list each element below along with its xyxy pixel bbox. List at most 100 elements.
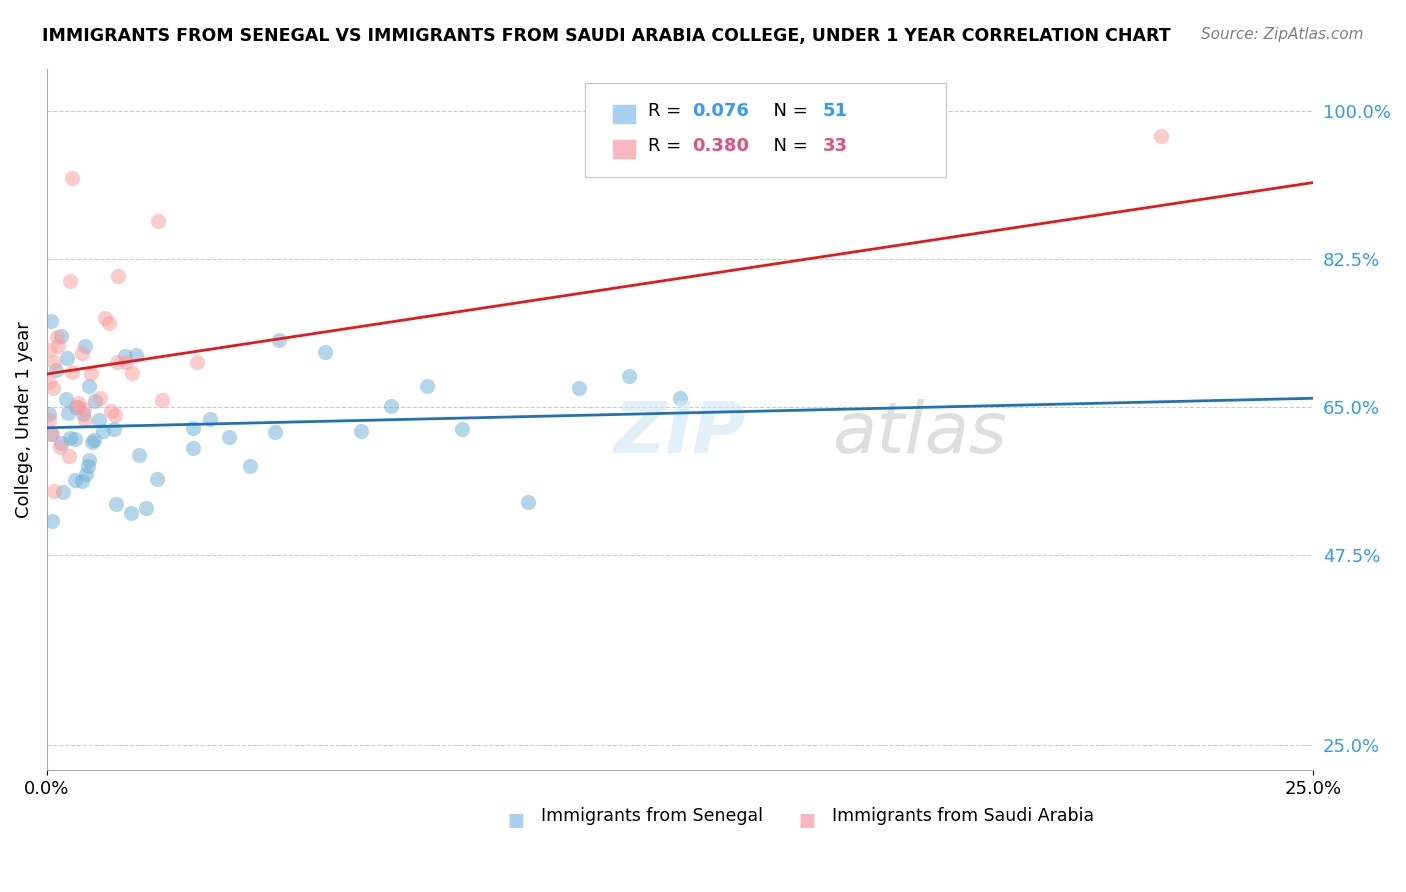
Point: [121, 367, 143, 381]
Point: [77, 452, 100, 467]
Point: [568, 381, 591, 395]
Point: [198, 411, 221, 425]
FancyBboxPatch shape: [613, 140, 636, 158]
Point: [238, 458, 260, 473]
FancyBboxPatch shape: [613, 105, 636, 123]
Text: 0.076: 0.076: [692, 102, 749, 120]
Point: [84, 394, 107, 409]
Point: [79, 367, 101, 381]
Point: [263, 425, 285, 439]
Text: R =: R =: [648, 102, 686, 120]
Point: [1150, 129, 1173, 144]
Text: Source: ZipAtlas.com: Source: ZipAtlas.com: [1201, 27, 1364, 42]
Point: [65, 400, 87, 414]
Point: [87, 412, 110, 426]
Point: [39, 314, 62, 328]
Point: [46, 338, 69, 352]
Point: [103, 422, 125, 436]
Point: [135, 500, 157, 515]
Point: [181, 421, 204, 435]
Point: [55, 392, 77, 406]
Point: [350, 424, 373, 438]
Point: [41, 514, 63, 528]
Point: [416, 379, 439, 393]
Point: [267, 333, 290, 347]
Point: [218, 430, 240, 444]
Point: [186, 355, 208, 369]
Point: [41, 426, 63, 441]
Text: N =: N =: [762, 102, 813, 120]
Point: [451, 422, 474, 436]
Point: [107, 268, 129, 283]
Point: [41, 426, 63, 441]
Point: [148, 213, 170, 227]
Point: [114, 355, 136, 369]
Point: [70, 474, 93, 488]
Point: [100, 403, 122, 417]
Text: R =: R =: [648, 136, 686, 154]
Point: [73, 401, 96, 416]
Point: [77, 459, 100, 474]
Point: [70, 346, 93, 360]
Point: [619, 369, 641, 384]
Point: [58, 274, 80, 288]
Point: [517, 495, 540, 509]
Point: [83, 433, 105, 447]
Point: [51, 329, 73, 343]
Point: [380, 399, 402, 413]
Point: [45, 362, 67, 376]
Point: [94, 310, 117, 325]
Point: [38, 407, 60, 421]
Text: 0.380: 0.380: [692, 136, 749, 154]
Point: [89, 391, 111, 405]
Point: [181, 441, 204, 455]
Point: [44, 484, 66, 499]
Text: Immigrants from Senegal: Immigrants from Senegal: [541, 807, 763, 825]
Point: [49, 436, 72, 450]
Text: ▪: ▪: [506, 805, 524, 833]
Text: ZIP: ZIP: [614, 399, 747, 468]
Point: [38, 376, 60, 390]
Point: [59, 431, 82, 445]
Point: [105, 355, 128, 369]
Point: [114, 349, 136, 363]
Text: N =: N =: [762, 136, 813, 154]
Point: [669, 391, 692, 405]
Point: [41, 381, 63, 395]
Point: [146, 472, 169, 486]
Point: [80, 434, 103, 449]
Point: [58, 449, 80, 463]
Point: [55, 351, 77, 366]
Y-axis label: College, Under 1 year: College, Under 1 year: [15, 321, 32, 517]
Point: [150, 392, 173, 407]
Point: [77, 378, 100, 392]
Point: [75, 339, 97, 353]
Text: 33: 33: [823, 136, 848, 154]
Point: [49, 440, 72, 454]
Point: [73, 413, 96, 427]
Point: [63, 432, 86, 446]
Point: [97, 316, 120, 330]
Point: [67, 401, 90, 415]
Point: [38, 343, 60, 358]
Text: Immigrants from Saudi Arabia: Immigrants from Saudi Arabia: [832, 807, 1094, 825]
Point: [66, 396, 89, 410]
Point: [60, 365, 83, 379]
Point: [128, 448, 150, 462]
Point: [38, 413, 60, 427]
Text: atlas: atlas: [832, 399, 1007, 468]
Point: [60, 171, 83, 186]
Point: [125, 347, 148, 361]
FancyBboxPatch shape: [585, 83, 946, 178]
Text: IMMIGRANTS FROM SENEGAL VS IMMIGRANTS FROM SAUDI ARABIA COLLEGE, UNDER 1 YEAR CO: IMMIGRANTS FROM SENEGAL VS IMMIGRANTS FR…: [42, 27, 1171, 45]
Point: [91, 424, 114, 438]
Point: [72, 407, 94, 421]
Point: [63, 474, 86, 488]
Text: 51: 51: [823, 102, 848, 120]
Point: [44, 355, 66, 369]
Point: [315, 344, 337, 359]
Point: [105, 497, 128, 511]
Point: [52, 484, 75, 499]
Point: [120, 506, 142, 520]
Text: ▪: ▪: [797, 805, 815, 833]
